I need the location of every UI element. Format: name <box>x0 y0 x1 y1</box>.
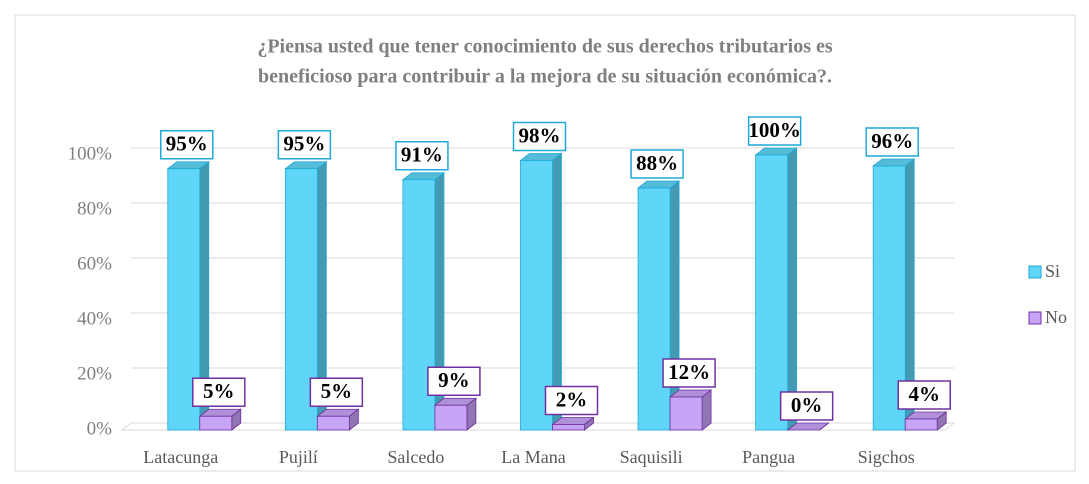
value-label: 88% <box>636 151 678 175</box>
x-tick-label: Sigchos <box>858 447 915 467</box>
bar <box>199 415 233 431</box>
value-label-box <box>395 141 449 171</box>
value-label-box <box>427 366 481 396</box>
value-label: 5% <box>203 379 235 403</box>
chart-title: beneficioso para contribuir a la mejora … <box>258 66 832 88</box>
x-tick-label: Saquisili <box>620 447 683 467</box>
value-label-box <box>747 116 802 146</box>
bar <box>872 165 906 431</box>
bar <box>669 396 703 431</box>
legend-label: No <box>1045 307 1067 327</box>
y-tick-label: 60% <box>77 253 112 274</box>
value-label-box <box>512 121 567 152</box>
value-label-box <box>630 149 684 179</box>
bar-top <box>786 422 830 431</box>
legend-swatch <box>1028 311 1042 325</box>
value-label-box <box>277 130 332 160</box>
value-label-box <box>192 377 246 407</box>
value-label: 9% <box>438 368 470 392</box>
value-label-box <box>865 127 919 157</box>
x-tick-label: Latacunga <box>143 447 218 467</box>
bar <box>755 154 789 431</box>
bar <box>904 418 938 431</box>
value-label: 100% <box>748 118 801 142</box>
value-label: 95% <box>166 132 208 156</box>
value-label: 95% <box>283 132 325 156</box>
x-tick-label: La Mana <box>501 447 565 467</box>
value-label: 2% <box>556 387 588 411</box>
bar <box>520 160 553 431</box>
legend-label: Si <box>1045 261 1060 281</box>
x-tick-label: Pujilí <box>279 447 318 467</box>
value-label-box <box>662 358 716 388</box>
y-tick-label: 80% <box>77 198 112 219</box>
value-label: 5% <box>321 379 353 403</box>
bar-side <box>787 147 798 431</box>
value-label-box <box>779 391 834 421</box>
value-label: 98% <box>519 123 561 147</box>
bar <box>637 187 671 431</box>
value-label: 91% <box>401 143 443 167</box>
x-tick-label: Pangua <box>742 447 795 467</box>
y-tick-label: 0% <box>87 418 113 439</box>
chart-title: ¿Piensa usted que tener conocimiento de … <box>257 36 833 58</box>
value-label-box <box>160 130 214 160</box>
value-label-box <box>544 385 599 416</box>
x-tick-label: Salcedo <box>387 447 444 467</box>
value-label: 4% <box>908 382 940 406</box>
bar <box>434 404 468 431</box>
value-label: 12% <box>668 360 710 384</box>
value-label-box <box>897 380 951 410</box>
value-label: 96% <box>871 129 913 153</box>
legend-swatch <box>1028 265 1042 279</box>
value-label: 0% <box>791 393 823 417</box>
value-label-box <box>309 377 364 407</box>
y-tick-label: 20% <box>77 363 112 384</box>
y-tick-label: 100% <box>68 143 113 164</box>
bar <box>316 415 350 431</box>
bar <box>552 424 585 431</box>
y-tick-label: 40% <box>77 308 112 329</box>
